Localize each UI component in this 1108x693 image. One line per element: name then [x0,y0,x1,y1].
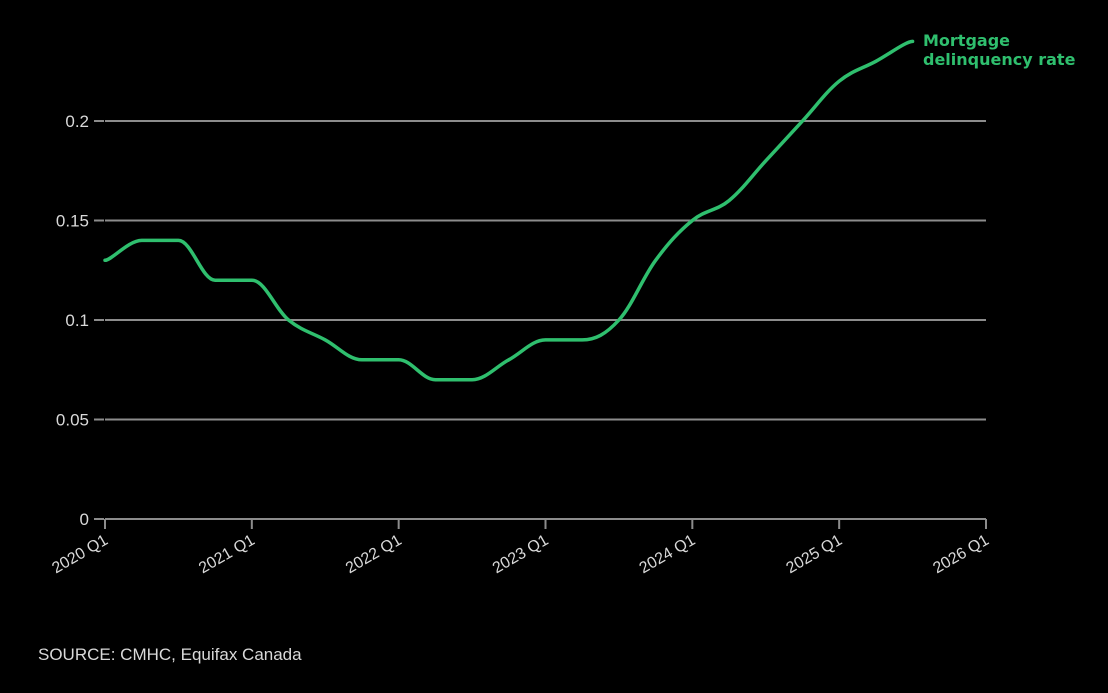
x-tick-label: 2020 Q1 [49,532,111,577]
x-tick-label: 2022 Q1 [343,532,405,577]
source-note: SOURCE: CMHC, Equifax Canada [38,645,302,664]
series-label-line2: delinquency rate [923,50,1076,69]
mortgage-delinquency-line [103,39,915,382]
y-tick-label: 0.2 [65,112,89,131]
x-tick-label: 2024 Q1 [637,532,699,577]
y-tick-label: 0 [80,510,89,529]
x-tick-label: 2023 Q1 [490,532,552,577]
series-label: Mortgage delinquency rate [923,31,1075,69]
series-label-line1: Mortgage [923,31,1011,50]
x-tick-label: 2026 Q1 [930,532,992,577]
y-tick-label: 0.15 [56,212,89,231]
y-tick-label: 0.1 [65,311,89,330]
x-tick-label: 2025 Q1 [784,532,846,577]
x-tick-label: 2021 Q1 [196,532,258,577]
gridlines [105,120,986,421]
y-tick-label: 0.05 [56,411,89,430]
x-axis-tick-labels: 2020 Q1 2021 Q1 2022 Q1 2023 Q1 2024 Q1 2025 … [49,532,992,577]
x-axis [104,518,987,529]
y-axis-tick-labels: 0 0.05 0.1 0.15 0.2 [56,112,104,529]
